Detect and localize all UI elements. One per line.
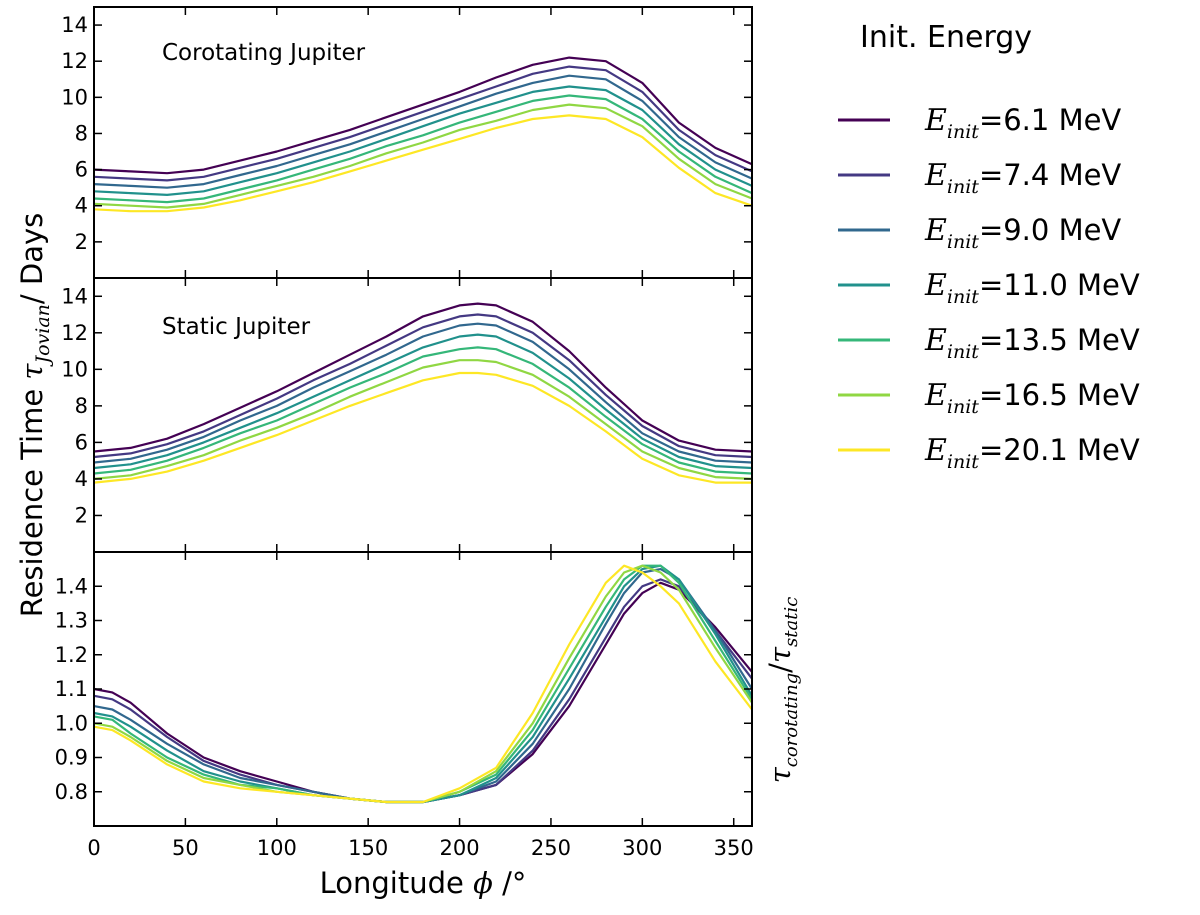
y-tick-label: 8 xyxy=(75,121,88,145)
axes-frame xyxy=(93,551,753,827)
series-line-7.4mev xyxy=(93,65,753,182)
ratio-num-sub: corotating xyxy=(781,673,802,767)
middle-panel-static: 2 4 6 8 10 12 14 Static Jupiter xyxy=(61,277,753,553)
y-tick-label: 10 xyxy=(61,357,88,381)
legend-title: Init. Energy xyxy=(860,20,1032,55)
x-tick-label: 350 xyxy=(714,836,754,860)
legend-entry: Einit=20.1 MeV xyxy=(838,433,1140,473)
y-tick-label: 1.1 xyxy=(55,677,88,701)
series-line-11.0mev xyxy=(93,85,753,196)
bottom-panel-ratio: 0.8 0.9 1.0 1.1 1.2 1.3 1.4 0 50 100 150 200 250 300 3… xyxy=(55,551,754,860)
y-tick-label: 6 xyxy=(75,158,88,182)
series-line-20.1mev xyxy=(93,371,752,484)
legend-entry: Einit=7.4 MeV xyxy=(838,158,1121,198)
ratio-den-sub: static xyxy=(781,597,802,647)
x-tick-label: 250 xyxy=(531,836,571,860)
y-tick-label: 0.9 xyxy=(55,746,88,770)
ratio-num-tau: τ xyxy=(763,766,797,783)
shared-ylabel-sub: Jovian xyxy=(32,304,54,367)
x-tick-label: 300 xyxy=(622,836,662,860)
x-tick-label: 50 xyxy=(172,836,199,860)
legend-entry: Einit=6.1 MeV xyxy=(838,103,1121,143)
series-line-13.5mev xyxy=(93,346,753,475)
series-line-9.0mev xyxy=(93,74,753,189)
series-line-9.0mev xyxy=(93,568,753,804)
y-tick-label: 10 xyxy=(61,85,88,109)
legend-label: Einit=7.4 MeV xyxy=(924,158,1121,198)
x-tick-label: 200 xyxy=(440,836,480,860)
legend-label: Einit=9.0 MeV xyxy=(924,213,1121,253)
series-line-16.5mev xyxy=(93,564,753,804)
y-tick-label: 0.8 xyxy=(55,780,88,804)
x-tick-label: 100 xyxy=(257,836,297,860)
x-tick-label: 150 xyxy=(348,836,388,860)
series-line-20.1mev xyxy=(93,114,753,213)
y-tick-label: 2 xyxy=(75,503,88,527)
legend-label: Einit=20.1 MeV xyxy=(924,433,1140,473)
y-tick-label: 1.3 xyxy=(55,609,88,633)
shared-ylabel-text: Residence Time xyxy=(15,380,49,618)
y-tick-label: 1.0 xyxy=(55,711,88,735)
xlabel-text: Longitude xyxy=(320,866,473,900)
top-panel-corotating: 2 4 6 8 10 12 14 Corotating Jupiter xyxy=(61,6,753,279)
ratio-y-axis-label: τcorotating/τstatic xyxy=(763,597,802,784)
legend-label: Einit=11.0 MeV xyxy=(924,268,1140,308)
series-line-13.5mev xyxy=(93,94,753,204)
series-line-7.4mev xyxy=(93,313,753,459)
legend-entry: Einit=9.0 MeV xyxy=(838,213,1121,253)
ratio-den-tau: τ xyxy=(763,646,797,663)
shared-ylabel-unit: / Days xyxy=(15,213,49,304)
legend-entries: Einit=6.1 MeV Einit=7.4 MeV Einit=9.0 MeV E… xyxy=(838,103,1140,473)
ratio-sep: / xyxy=(763,663,797,673)
y-tick-label: 4 xyxy=(75,467,88,491)
legend-entry: Einit=16.5 MeV xyxy=(838,378,1140,418)
xlabel-phi: ϕ xyxy=(473,866,493,900)
y-tick-label: 2 xyxy=(75,230,88,254)
series-line-11.0mev xyxy=(93,333,753,470)
series-line-13.5mev xyxy=(93,564,753,804)
y-tick-label: 4 xyxy=(75,194,88,218)
series-line-11.0mev xyxy=(93,564,753,804)
legend-entry: Einit=11.0 MeV xyxy=(838,268,1140,308)
legend-entry: Einit=13.5 MeV xyxy=(838,323,1140,363)
series-line-6.1mev xyxy=(93,302,753,453)
x-tick-label: 0 xyxy=(87,836,100,860)
shared-y-axis-label: Residence Time τJovian/ Days xyxy=(15,213,54,618)
legend-label: Einit=13.5 MeV xyxy=(924,323,1140,363)
y-tick-label: 1.4 xyxy=(55,574,88,598)
series-line-20.1mev xyxy=(93,564,753,804)
svg-text:Residence Time τJovian/ Days: Residence Time τJovian/ Days xyxy=(15,213,54,618)
y-tick-label: 6 xyxy=(75,430,88,454)
x-axis-label: Longitude ϕ /° xyxy=(320,866,527,900)
y-tick-label: 12 xyxy=(61,49,88,73)
y-tick-label: 14 xyxy=(61,284,88,308)
panel-title: Corotating Jupiter xyxy=(162,40,366,66)
legend-label: Einit=16.5 MeV xyxy=(924,378,1140,418)
series-line-16.5mev xyxy=(93,103,753,209)
series-line-9.0mev xyxy=(93,322,753,464)
panel-title: Static Jupiter xyxy=(162,314,311,340)
y-tick-label: 12 xyxy=(61,321,88,345)
xlabel-unit: /° xyxy=(493,866,527,900)
shared-ylabel-tau: τ xyxy=(15,363,49,380)
series-line-6.1mev xyxy=(93,56,753,175)
legend-label: Einit=6.1 MeV xyxy=(924,103,1121,143)
y-tick-label: 8 xyxy=(75,394,88,418)
svg-text:τcorotating/τstatic: τcorotating/τstatic xyxy=(763,597,802,784)
y-tick-label: 1.2 xyxy=(55,643,88,667)
y-tick-label: 14 xyxy=(61,13,88,37)
series-line-16.5mev xyxy=(93,359,753,480)
